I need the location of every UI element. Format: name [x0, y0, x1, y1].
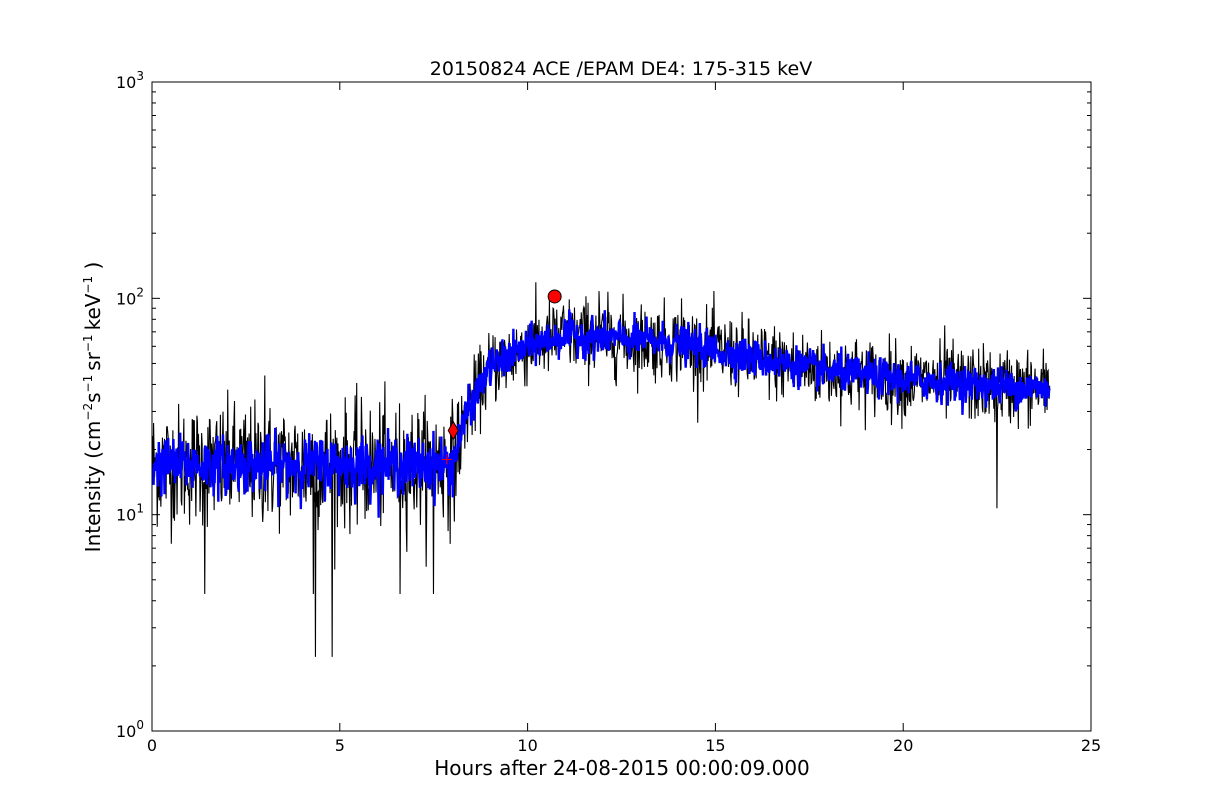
y-tick-label: 100 [116, 718, 144, 741]
marker-peak [547, 289, 562, 304]
x-tick-label: 15 [705, 736, 725, 755]
y-tick-label: 102 [116, 285, 144, 308]
y-axis-label: Intensity (cm−2s−1sr−1keV−1 ) [81, 262, 105, 553]
x-tick-label: 20 [893, 736, 913, 755]
x-tick-label: 5 [335, 736, 345, 755]
x-tick-label: 10 [517, 736, 537, 755]
plot-frame [151, 81, 1092, 732]
x-tick-label: 25 [1081, 736, 1101, 755]
y-tick-label: 103 [116, 69, 144, 92]
x-axis-label: Hours after 24-08-2015 00:00:09.000 [434, 756, 810, 780]
series-smoothed-line [152, 309, 1051, 518]
marker-onset [447, 420, 459, 441]
x-axis: 0 5 10 15 20 25 [147, 82, 1101, 755]
y-tick-label: 101 [116, 502, 144, 525]
y-axis: 100 101 102 103 [116, 69, 1091, 741]
marker-start [441, 454, 452, 465]
x-tick-label: 0 [147, 736, 157, 755]
chart-title: 20150824 ACE /EPAM DE4: 175-315 keV [430, 58, 812, 80]
plot-area [152, 282, 1051, 657]
